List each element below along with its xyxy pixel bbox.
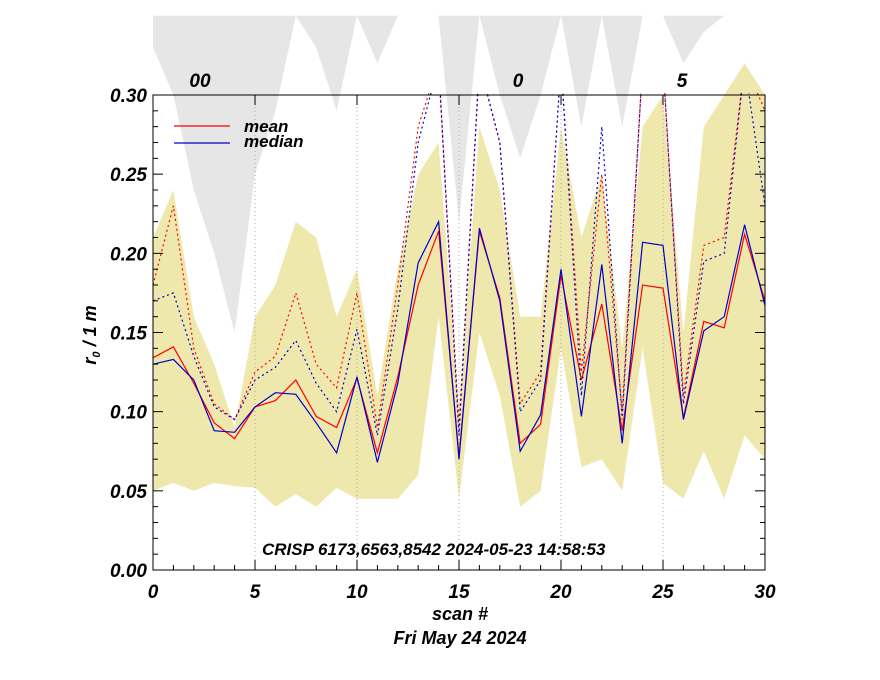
x-tick-label: 25 [651, 582, 674, 603]
chart-annotation: CRISP 6173,6563,8542 2024-05-23 14:58:53 [262, 540, 606, 559]
y-axis-title: r0 / 1 m [80, 305, 103, 364]
top-axis-label: 00 [189, 71, 211, 92]
x-tick-label: 10 [346, 582, 368, 603]
series-median [153, 219, 765, 463]
y-axis-title-symbol: r [80, 357, 100, 365]
y-tick-label: 0.30 [110, 86, 147, 107]
ticks-layer: 0 5 10 15 20 25 30 0.00 0.05 0.10 0.15 0.20 0.25 0.30… [110, 71, 776, 603]
x-tick-label: 30 [754, 582, 776, 603]
y-tick-label: 0.05 [110, 482, 147, 503]
y-tick-label: 0.00 [110, 561, 147, 582]
legend-median-label: median [244, 132, 304, 151]
y-axis-title-unit: / 1 m [80, 305, 100, 351]
series-layer [153, 93, 765, 463]
x-tick-label: 5 [250, 582, 261, 603]
x-tick-label: 15 [448, 582, 470, 603]
top-axis-label: 0 [513, 71, 524, 92]
legend: mean median [174, 117, 304, 151]
y-tick-label: 0.10 [110, 403, 147, 424]
y-tick-label: 0.15 [110, 324, 147, 345]
x-tick-label: 20 [549, 582, 572, 603]
bands-layer [153, 15, 765, 507]
series-median-upper [153, 93, 765, 436]
y-axis-title-subscript: 0 [91, 351, 103, 358]
gray-range-band [153, 15, 765, 333]
y-tick-label: 0.25 [110, 165, 147, 186]
y-tick-label: 0.20 [110, 244, 147, 265]
top-axis-label: 5 [677, 71, 688, 92]
x-tick-label: 0 [148, 582, 159, 603]
x-axis-title: scan # [432, 604, 488, 624]
date-label: Fri May 24 2024 [393, 628, 526, 648]
legend-mean-label: mean [244, 117, 288, 136]
yellow-range-band [153, 63, 765, 507]
